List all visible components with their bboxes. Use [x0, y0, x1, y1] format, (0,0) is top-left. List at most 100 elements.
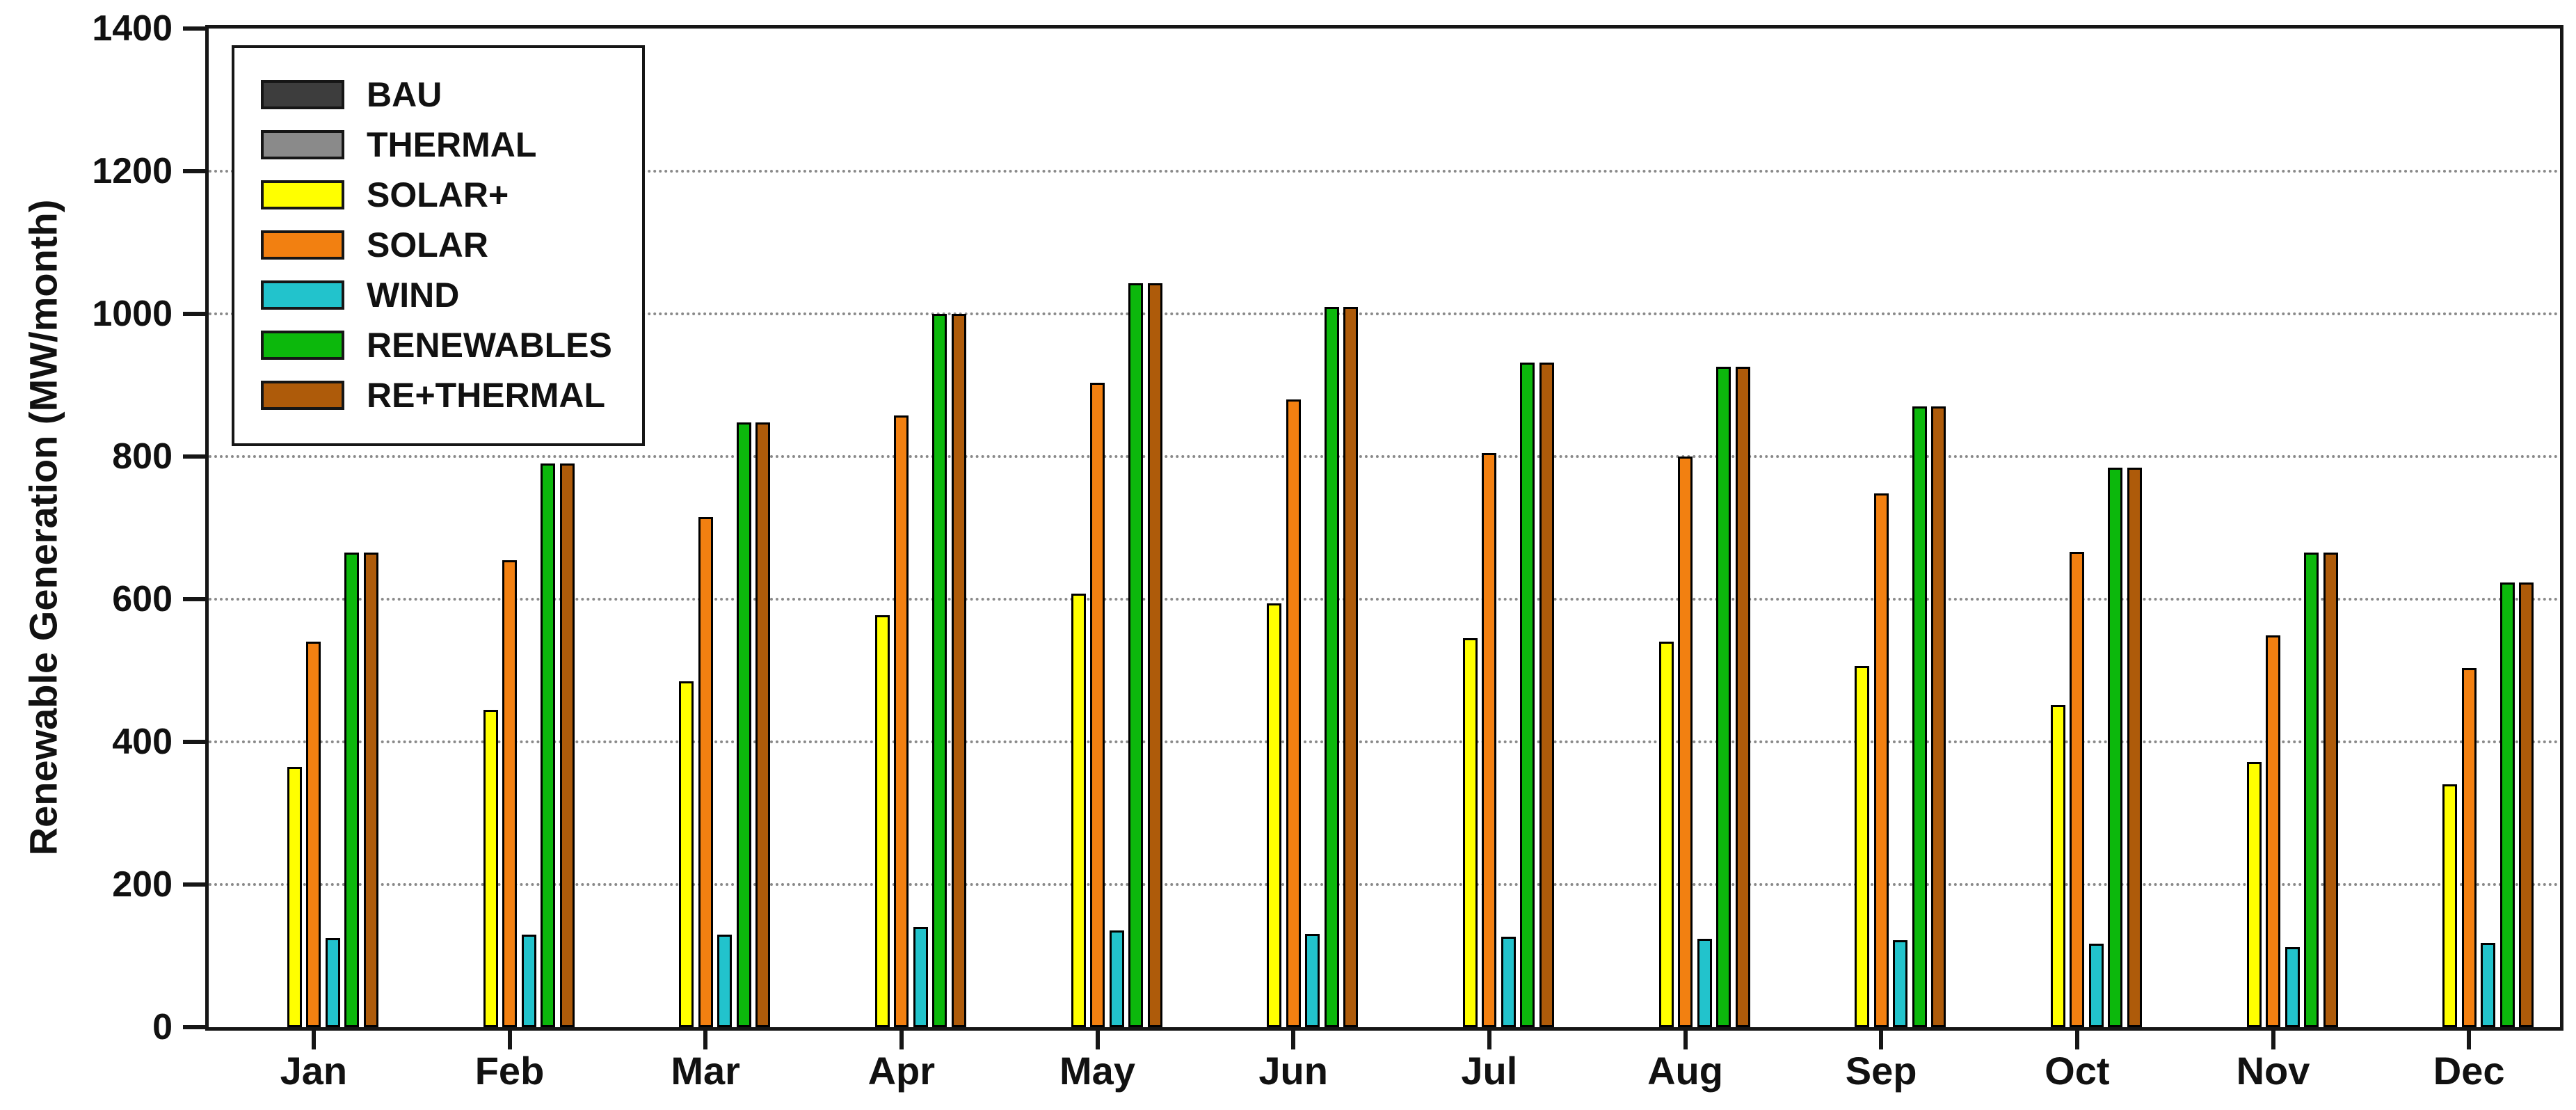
legend-swatch-icon [261, 381, 344, 410]
bar-replusthermal-may [1147, 283, 1162, 1027]
bar-wind-sep [1893, 940, 1908, 1027]
x-tick-label-sep: Sep [1845, 1049, 1917, 1093]
y-tick-1000 [183, 312, 205, 316]
x-tick-jun [1291, 1027, 1296, 1049]
bar-replusthermal-jul [1539, 363, 1554, 1027]
legend-item-solarplus: SOLAR+ [261, 175, 621, 215]
x-tick-oct [2074, 1027, 2079, 1049]
bar-solar-oct [2070, 552, 2085, 1027]
bar-wind-apr [913, 927, 928, 1027]
bar-solar-apr [894, 415, 909, 1027]
bar-replusthermal-apr [951, 314, 966, 1027]
y-tick-label-600: 600 [112, 579, 173, 619]
x-tick-label-oct: Oct [2045, 1049, 2110, 1093]
y-tick-0 [183, 1025, 205, 1029]
bar-replusthermal-aug [1735, 367, 1750, 1027]
x-tick-label-apr: Apr [867, 1049, 936, 1093]
bar-solarplus-aug [1658, 642, 1674, 1027]
x-tick-label-feb: Feb [474, 1049, 545, 1093]
y-tick-label-1200: 1200 [92, 151, 173, 191]
bar-replusthermal-jan [363, 553, 378, 1027]
bar-wind-oct [2088, 944, 2104, 1027]
x-tick-feb [507, 1027, 512, 1049]
x-tick-jul [1487, 1027, 1491, 1049]
bar-solar-may [1090, 383, 1105, 1027]
legend-swatch-icon [261, 331, 344, 360]
bar-solarplus-nov [2246, 762, 2262, 1027]
bar-wind-jan [325, 938, 340, 1027]
x-tick-dec [2467, 1027, 2472, 1049]
legend-label: THERMAL [367, 125, 537, 164]
bar-renewables-sep [1912, 406, 1927, 1027]
legend-item-bau: BAU [261, 74, 621, 115]
legend-label: RENEWABLES [367, 326, 612, 365]
bar-wind-aug [1697, 939, 1712, 1027]
x-tick-apr [899, 1027, 904, 1049]
legend-label: WIND [367, 276, 460, 315]
legend-item-thermal: THERMAL [261, 125, 621, 165]
bar-replusthermal-feb [559, 463, 575, 1027]
y-tick-200 [183, 882, 205, 887]
bar-solar-mar [698, 517, 713, 1027]
gridline-1000 [209, 312, 2560, 315]
bar-renewables-mar [736, 422, 751, 1027]
bar-wind-nov [2285, 947, 2300, 1027]
legend-label: SOLAR+ [367, 175, 509, 214]
bar-solarplus-mar [679, 681, 694, 1027]
x-tick-label-jul: Jul [1461, 1049, 1518, 1093]
bar-renewables-feb [541, 463, 555, 1027]
y-tick-1400 [183, 26, 205, 31]
bar-solar-dec [2461, 668, 2477, 1027]
x-tick-label-jun: Jun [1258, 1049, 1328, 1093]
legend: BAU THERMAL SOLAR+ SOLAR WIND RENEWABLES RE+TH… [232, 45, 645, 446]
bar-renewables-jan [344, 553, 360, 1027]
x-tick-sep [1879, 1027, 1884, 1049]
bar-solarplus-sep [1855, 666, 1870, 1027]
y-tick-label-800: 800 [112, 436, 173, 477]
legend-swatch-icon [261, 80, 344, 109]
bar-wind-jul [1501, 937, 1516, 1027]
legend-item-wind: WIND [261, 275, 621, 315]
bar-solarplus-dec [2442, 784, 2458, 1027]
bar-solar-feb [502, 560, 517, 1027]
bar-wind-feb [521, 935, 536, 1027]
gridline-200 [209, 883, 2560, 886]
x-tick-label-may: May [1059, 1049, 1135, 1093]
y-tick-400 [183, 740, 205, 744]
bar-replusthermal-jun [1343, 307, 1359, 1027]
legend-swatch-icon [261, 130, 344, 159]
y-tick-label-200: 200 [112, 864, 173, 905]
bar-wind-may [1109, 930, 1124, 1027]
bar-solarplus-jun [1267, 603, 1282, 1027]
bar-solar-nov [2266, 635, 2280, 1027]
legend-item-solar: SOLAR [261, 225, 621, 265]
legend-label: BAU [367, 75, 442, 114]
bar-solar-sep [1873, 493, 1889, 1027]
gridline-600 [209, 598, 2560, 601]
bar-renewables-may [1128, 283, 1143, 1027]
bar-solar-jul [1482, 453, 1497, 1027]
bar-renewables-aug [1716, 367, 1731, 1027]
x-tick-jan [311, 1027, 316, 1049]
bar-wind-mar [717, 935, 733, 1027]
gridline-400 [209, 740, 2560, 743]
legend-item-renewables: RENEWABLES [261, 325, 621, 365]
bar-renewables-nov [2304, 553, 2319, 1027]
bar-replusthermal-dec [2519, 582, 2534, 1027]
x-tick-label-dec: Dec [2433, 1049, 2505, 1093]
x-tick-label-nov: Nov [2236, 1049, 2310, 1093]
x-tick-mar [703, 1027, 708, 1049]
bar-renewables-jul [1520, 363, 1535, 1027]
bar-renewables-jun [1324, 307, 1339, 1027]
y-tick-label-400: 400 [112, 722, 173, 762]
bar-solarplus-may [1071, 594, 1086, 1027]
bar-solarplus-apr [874, 615, 890, 1027]
bar-wind-dec [2481, 943, 2496, 1027]
bar-renewables-dec [2499, 582, 2515, 1027]
bar-replusthermal-mar [755, 422, 771, 1027]
y-tick-800 [183, 454, 205, 459]
legend-label: RE+THERMAL [367, 376, 606, 415]
bar-replusthermal-sep [1931, 406, 1946, 1027]
bar-solarplus-jan [287, 767, 302, 1027]
bar-solarplus-oct [2050, 705, 2065, 1027]
